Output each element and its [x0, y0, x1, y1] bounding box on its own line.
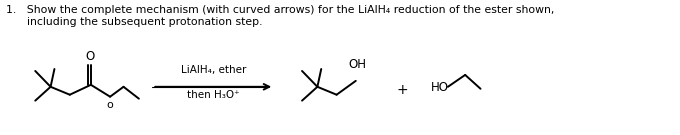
Text: o: o [107, 100, 114, 110]
Text: O: O [85, 50, 95, 63]
Text: including the subsequent protonation step.: including the subsequent protonation ste… [6, 16, 263, 27]
Text: then H₃O⁺: then H₃O⁺ [187, 90, 239, 100]
Text: +: + [396, 83, 407, 97]
Text: LiAlH₄, ether: LiAlH₄, ether [181, 65, 246, 75]
Text: HO: HO [430, 81, 449, 94]
Text: 1.   Show the complete mechanism (with curved arrows) for the LiAlH₄ reduction o: 1. Show the complete mechanism (with cur… [6, 5, 555, 15]
Text: OH: OH [349, 58, 367, 71]
